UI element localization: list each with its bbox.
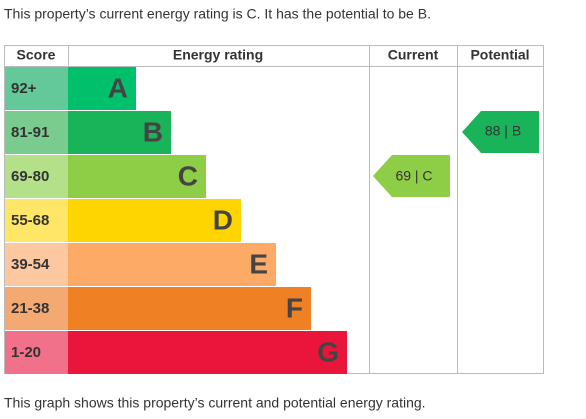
current-rating-label: 69 | C: [395, 168, 432, 184]
rating-letter: B: [143, 116, 163, 147]
score-label: 69-80: [11, 168, 49, 185]
intro-text: This property’s current energy rating is…: [4, 6, 431, 22]
rating-bar: [68, 331, 347, 374]
rating-letter: D: [213, 204, 233, 235]
rating-letter: F: [286, 292, 303, 323]
rating-letter: A: [108, 72, 128, 103]
rating-letter: C: [178, 160, 198, 191]
potential-rating-label: 88 | B: [485, 123, 521, 139]
current-rating-arrow: [373, 155, 450, 197]
score-cell: [5, 331, 68, 374]
footer-text: This graph shows this property’s current…: [4, 395, 426, 411]
rating-letter: E: [249, 248, 268, 279]
score-cell: [5, 155, 68, 198]
score-cell: [5, 287, 68, 330]
rating-bar: [68, 287, 311, 330]
potential-rating-arrow: [462, 111, 539, 153]
score-label: 81-91: [11, 124, 49, 141]
score-label: 55-68: [11, 212, 49, 229]
rating-letter: G: [317, 336, 339, 367]
score-label: 21-38: [11, 300, 49, 317]
score-cell: [5, 243, 68, 286]
rating-bar: [68, 67, 136, 110]
score-label: 1-20: [11, 344, 41, 361]
header-cell: Score: [17, 47, 56, 63]
rating-bar: [68, 155, 206, 198]
score-cell: [5, 199, 68, 242]
rating-bar: [68, 243, 276, 286]
header-cell: Energy rating: [173, 47, 263, 63]
header-cell: Current: [388, 47, 439, 63]
score-label: 39-54: [11, 256, 50, 273]
score-cell: [5, 67, 68, 110]
rating-bar: [68, 111, 171, 154]
score-label: 92+: [11, 80, 37, 97]
rating-bar: [68, 199, 241, 242]
header-cell: Potential: [470, 47, 529, 63]
score-cell: [5, 111, 68, 154]
